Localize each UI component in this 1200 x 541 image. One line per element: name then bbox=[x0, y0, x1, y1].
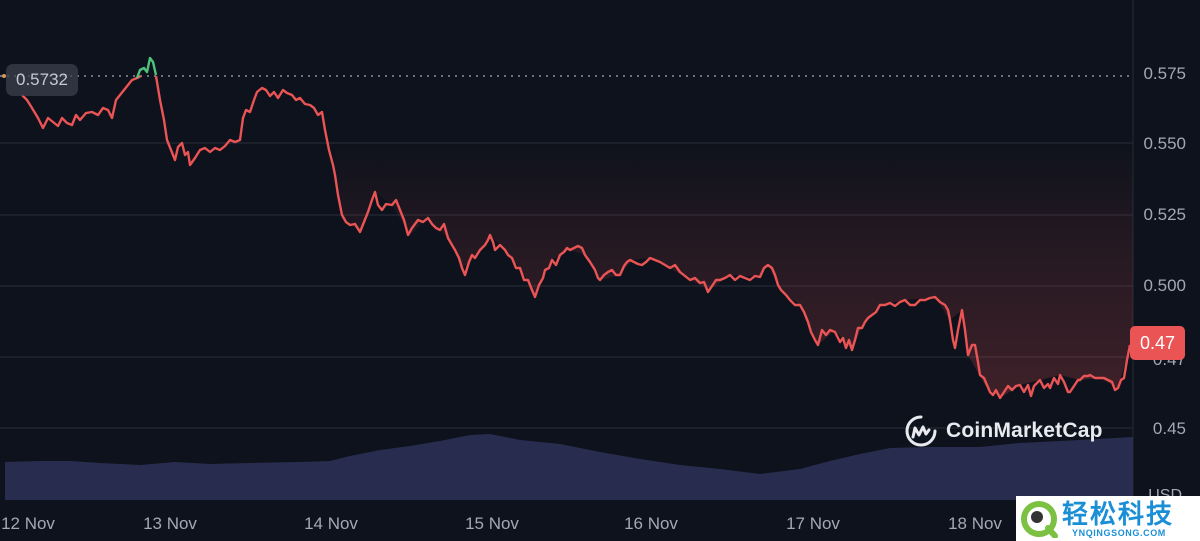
price-area-fill bbox=[335, 140, 1133, 398]
price-line-2 bbox=[154, 75, 1132, 400]
reference-price-label: 0.5732 bbox=[6, 64, 78, 96]
coinmarketcap-text: CoinMarketCap bbox=[946, 419, 1103, 442]
site-watermark: 轻松科技 YNQINGSONG.COM bbox=[1016, 496, 1200, 541]
current-price-badge: 0.47 bbox=[1130, 326, 1186, 360]
x-tick-13-nov: 13 Nov bbox=[143, 514, 197, 533]
coinmarketcap-icon bbox=[905, 415, 937, 447]
price-line-up bbox=[135, 56, 158, 79]
y-tick-0500: 0.500 bbox=[1143, 276, 1186, 295]
reference-start-dot bbox=[2, 74, 6, 78]
watermark-url-text: YNQINGSONG.COM bbox=[1072, 527, 1166, 538]
y-tick-0550: 0.550 bbox=[1143, 134, 1186, 153]
y-tick-0525: 0.525 bbox=[1143, 205, 1186, 224]
x-tick-14-nov: 14 Nov bbox=[304, 514, 358, 533]
x-tick-16-nov: 16 Nov bbox=[624, 514, 678, 533]
x-tick-15-nov: 15 Nov bbox=[465, 514, 519, 533]
price-line bbox=[21, 74, 142, 130]
x-tick-18-nov: 18 Nov bbox=[948, 514, 1002, 533]
x-tick-12-nov: 12 Nov bbox=[1, 514, 55, 533]
y-tick-045: 0.45 bbox=[1152, 419, 1186, 438]
watermark-logo-icon bbox=[1021, 500, 1058, 538]
coinmarketcap-logo: CoinMarketCap bbox=[904, 414, 1103, 448]
volume-area bbox=[5, 434, 1133, 500]
x-tick-17-nov: 17 Nov bbox=[786, 514, 840, 533]
watermark-chinese-text: 轻松科技 bbox=[1062, 498, 1175, 529]
y-tick-0575: 0.575 bbox=[1143, 64, 1186, 83]
